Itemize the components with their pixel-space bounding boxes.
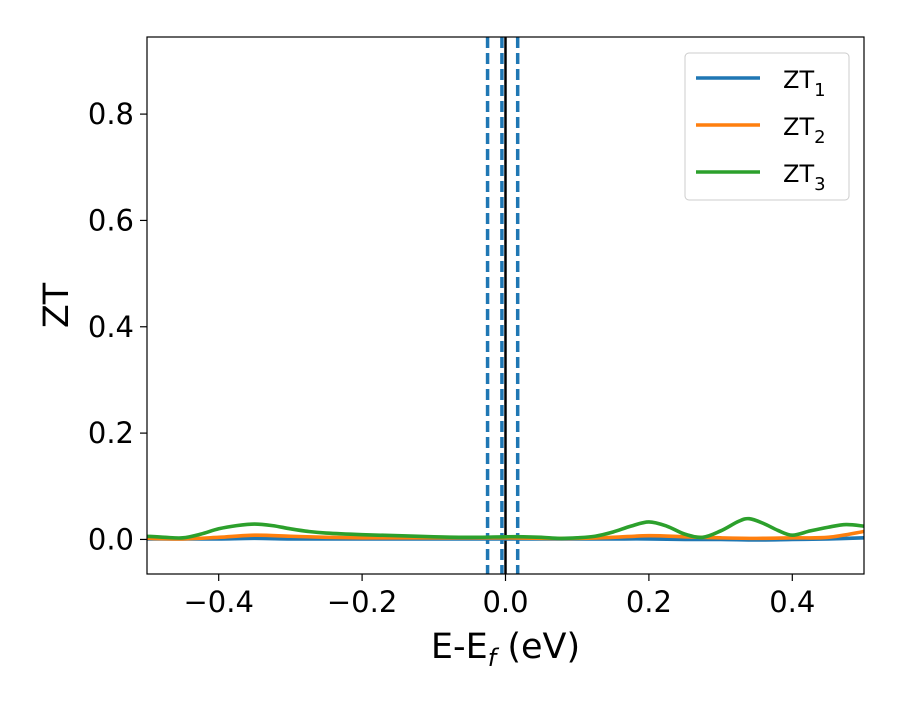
y-tick-label: 0.2 [88,416,134,450]
legend-label-zt3: ZT3 [783,160,826,195]
legend-label-zt1: ZT1 [783,66,826,101]
y-tick-label: 0.6 [88,203,134,237]
legend: ZT1 ZT2 ZT3 [684,52,850,201]
legend-label-zt2: ZT2 [783,113,826,148]
x-axis-title: E-Ef (eV) [431,627,580,672]
x-tick-label: 0.4 [769,585,815,619]
series-line-zt3 [147,516,864,541]
x-tick-label: 0.0 [482,585,528,619]
x-tick-label: −0.2 [327,585,397,619]
x-tick-label: 0.2 [626,585,672,619]
y-tick-label: 0.4 [88,310,134,344]
y-tick-label: 0.8 [88,97,134,131]
plot-area [147,37,864,574]
x-axis: −0.4 −0.2 0.0 0.2 0.4 [183,574,815,619]
y-axis: 0.0 0.2 0.4 0.6 0.8 [88,97,147,556]
y-axis-title: ZT [37,282,77,328]
x-tick-label: −0.4 [183,585,253,619]
legend-box [684,52,850,201]
x-axis-title-unit: (eV) [496,627,580,667]
y-tick-label: 0.0 [88,522,134,556]
x-axis-title-main: E-E [431,627,488,667]
